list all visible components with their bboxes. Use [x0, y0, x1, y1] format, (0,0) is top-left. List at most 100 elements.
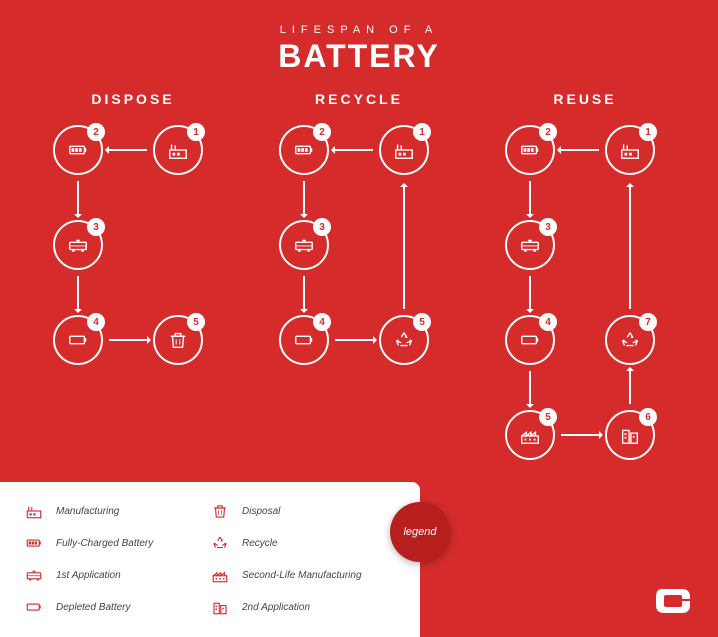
factory-icon — [619, 139, 641, 161]
node-battery-empty: 4 — [53, 315, 103, 365]
legend-label: 1st Application — [56, 570, 121, 581]
legend-label: Depleted Battery — [56, 602, 131, 613]
node-badge: 3 — [87, 218, 105, 236]
node-factory: 1 — [605, 125, 655, 175]
legend-label: 2nd Application — [242, 602, 310, 613]
arrow-down — [303, 181, 305, 214]
legend-item: Disposal — [210, 502, 396, 520]
node-recycle: 5 — [379, 315, 429, 365]
diagram: 1 2 3 4 5 — [259, 125, 459, 485]
column-reuse: REUSE 1 2 3 4 5 6 7 — [485, 91, 685, 565]
node-badge: 2 — [313, 123, 331, 141]
arrow-left — [109, 149, 147, 151]
node-factory: 1 — [153, 125, 203, 175]
column-title: DISPOSE — [33, 91, 233, 107]
node-badge: 7 — [639, 313, 657, 331]
node-badge: 2 — [539, 123, 557, 141]
node-factory: 1 — [379, 125, 429, 175]
recycle-icon — [210, 534, 230, 552]
legend-label: Disposal — [242, 506, 280, 517]
bus-icon — [519, 234, 541, 256]
node-battery-full: 2 — [505, 125, 555, 175]
bus-icon — [24, 566, 44, 584]
factory2-icon — [210, 566, 230, 584]
node-badge: 1 — [413, 123, 431, 141]
battery-full-icon — [293, 139, 315, 161]
factory-icon — [167, 139, 189, 161]
trash-icon — [167, 329, 189, 351]
node-badge: 5 — [539, 408, 557, 426]
column-title: RECYCLE — [259, 91, 459, 107]
arrow-right — [561, 434, 599, 436]
node-badge: 3 — [539, 218, 557, 236]
arrow-down — [77, 181, 79, 214]
legend-item: Depleted Battery — [24, 598, 210, 616]
arrow-left — [561, 149, 599, 151]
buildings-icon — [210, 598, 230, 616]
arrow-up — [403, 187, 405, 309]
legend-box: Manufacturing Fully-Charged Battery 1st Ap… — [0, 482, 420, 637]
factory2-icon — [519, 424, 541, 446]
node-badge: 4 — [539, 313, 557, 331]
legend-item: Recycle — [210, 534, 396, 552]
node-badge: 2 — [87, 123, 105, 141]
arrow-right — [109, 339, 147, 341]
subtitle: LIFESPAN OF A — [0, 24, 718, 36]
node-badge: 3 — [313, 218, 331, 236]
trash-icon — [210, 502, 230, 520]
node-battery-empty: 4 — [279, 315, 329, 365]
arrow-down — [77, 276, 79, 309]
node-bus: 3 — [279, 220, 329, 270]
node-badge: 5 — [187, 313, 205, 331]
factory-icon — [393, 139, 415, 161]
node-battery-empty: 4 — [505, 315, 555, 365]
arrow-down — [529, 371, 531, 404]
arrow-left — [335, 149, 373, 151]
legend-label: Second-Life Manufacturing — [242, 570, 362, 581]
legend-badge: legend — [390, 502, 450, 562]
node-trash: 5 — [153, 315, 203, 365]
legend-label: Fully-Charged Battery — [56, 538, 153, 549]
legend-item: 2nd Application — [210, 598, 396, 616]
legend-label: Manufacturing — [56, 506, 119, 517]
node-factory2: 5 — [505, 410, 555, 460]
battery-empty-icon — [24, 598, 44, 616]
battery-empty-icon — [67, 329, 89, 351]
diagram: 1 2 3 4 5 6 7 — [485, 125, 685, 565]
column-title: REUSE — [485, 91, 685, 107]
factory-icon — [24, 502, 44, 520]
recycle-icon — [393, 329, 415, 351]
legend-label: Recycle — [242, 538, 278, 549]
battery-empty-icon — [519, 329, 541, 351]
arrow-up — [629, 371, 631, 404]
legend-item: 1st Application — [24, 566, 210, 584]
node-bus: 3 — [505, 220, 555, 270]
arrow-down — [529, 181, 531, 214]
node-battery-full: 2 — [279, 125, 329, 175]
legend-item: Fully-Charged Battery — [24, 534, 210, 552]
node-badge: 1 — [187, 123, 205, 141]
node-badge: 6 — [639, 408, 657, 426]
battery-full-icon — [519, 139, 541, 161]
node-badge: 1 — [639, 123, 657, 141]
node-battery-full: 2 — [53, 125, 103, 175]
arrow-down — [529, 276, 531, 309]
recycle-icon — [619, 329, 641, 351]
node-recycle: 7 — [605, 315, 655, 365]
title: BATTERY — [0, 38, 718, 75]
legend-col-left: Manufacturing Fully-Charged Battery 1st Ap… — [24, 502, 210, 621]
battery-full-icon — [24, 534, 44, 552]
node-badge: 4 — [313, 313, 331, 331]
node-badge: 4 — [87, 313, 105, 331]
bus-icon — [293, 234, 315, 256]
node-bus: 3 — [53, 220, 103, 270]
diagram: 1 2 3 4 5 — [33, 125, 233, 485]
arrow-right — [335, 339, 373, 341]
legend-item: Second-Life Manufacturing — [210, 566, 396, 584]
arrow-down — [303, 276, 305, 309]
bus-icon — [67, 234, 89, 256]
cummins-logo — [652, 581, 694, 619]
battery-empty-icon — [293, 329, 315, 351]
legend-item: Manufacturing — [24, 502, 210, 520]
node-badge: 5 — [413, 313, 431, 331]
